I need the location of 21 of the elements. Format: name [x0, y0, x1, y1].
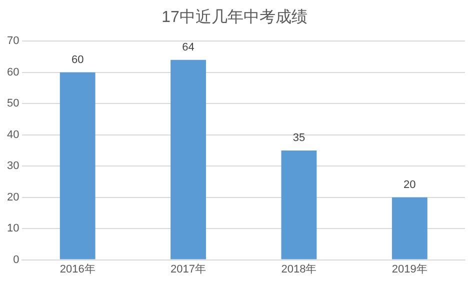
data-label: 35 [292, 132, 306, 144]
x-tick-label: 2017年 [170, 263, 206, 276]
x-tick-label: 2016年 [60, 263, 96, 276]
x-tick-label: 2019年 [392, 263, 428, 276]
y-tick-label: 10 [6, 222, 20, 235]
bar [392, 197, 428, 260]
y-tick-label: 40 [6, 128, 20, 141]
y-tick-label: 60 [6, 66, 20, 78]
data-label: 64 [182, 41, 194, 54]
y-tick-label: 50 [6, 98, 20, 110]
y-tick-label: 70 [6, 35, 20, 48]
bar [60, 72, 96, 260]
y-tick-label: 30 [6, 160, 20, 172]
data-label: 60 [71, 54, 84, 66]
y-tick-label: 20 [6, 191, 20, 204]
y-tick-label: 0 [13, 254, 20, 266]
x-tick-label: 2018年 [281, 263, 317, 276]
bar [170, 60, 206, 260]
bar [281, 150, 317, 260]
data-label: 20 [404, 178, 416, 191]
chart-title: 17中近几年中考成绩 [162, 8, 308, 26]
